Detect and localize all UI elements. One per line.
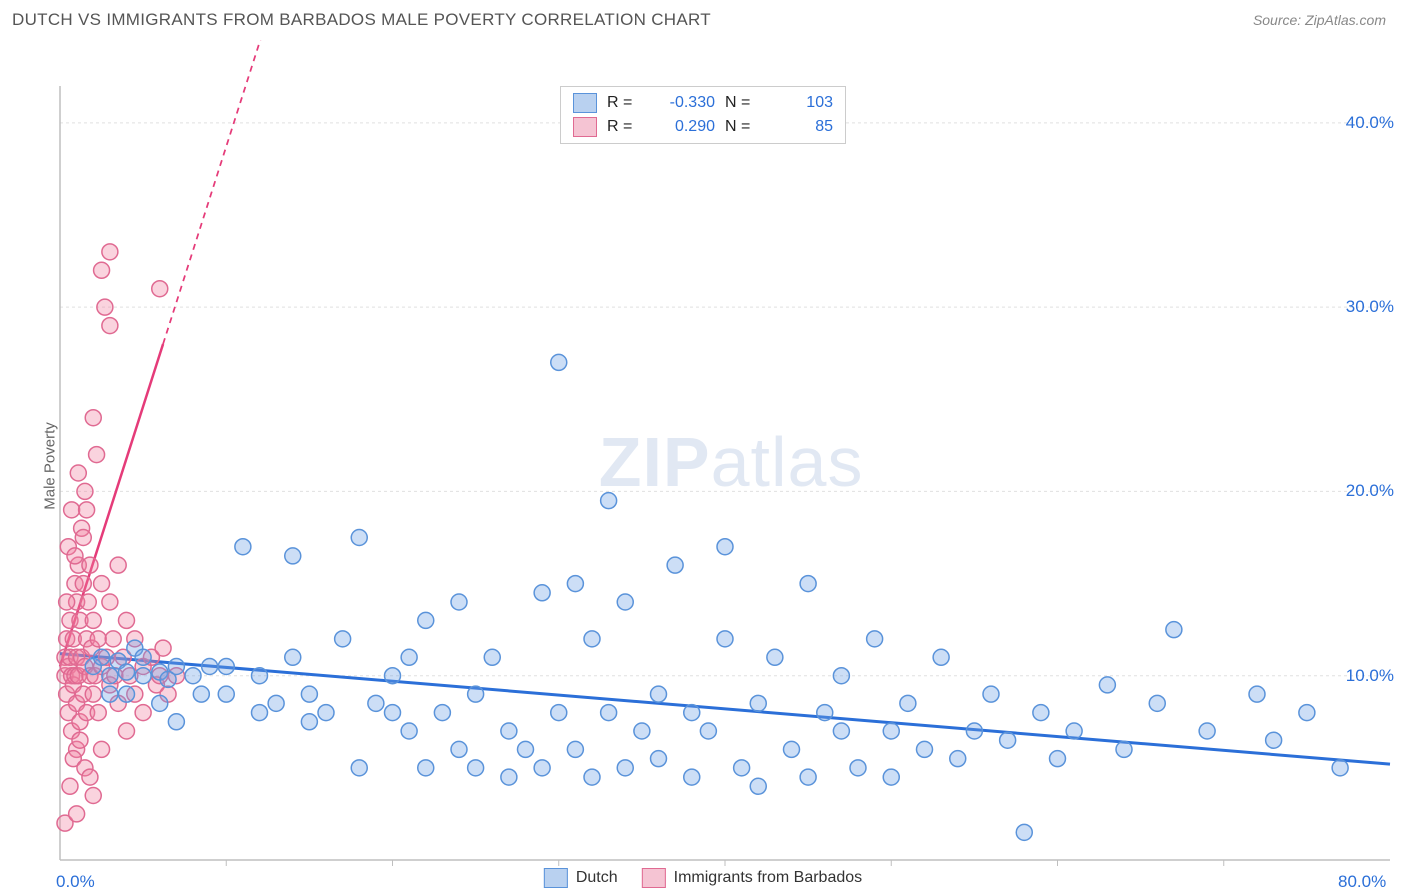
- x-max-label: 80.0%: [1338, 872, 1386, 892]
- correlation-legend: R =-0.330 N =103 R =0.290 N =85: [560, 86, 846, 144]
- y-tick-label: 30.0%: [1346, 297, 1394, 317]
- scatter-chart: [0, 40, 1406, 892]
- legend-item: Immigrants from Barbados: [642, 868, 863, 888]
- series-legend: Dutch Immigrants from Barbados: [544, 868, 862, 888]
- legend-item: Dutch: [544, 868, 618, 888]
- y-axis-label: Male Poverty: [41, 422, 58, 510]
- y-tick-label: 40.0%: [1346, 113, 1394, 133]
- source-attribution: Source: ZipAtlas.com: [1253, 12, 1386, 28]
- y-tick-label: 10.0%: [1346, 666, 1394, 686]
- x-origin-label: 0.0%: [56, 872, 95, 892]
- y-tick-label: 20.0%: [1346, 481, 1394, 501]
- plot-area: Male Poverty ZIPatlas R =-0.330 N =103 R…: [0, 40, 1406, 892]
- chart-title: DUTCH VS IMMIGRANTS FROM BARBADOS MALE P…: [12, 10, 711, 30]
